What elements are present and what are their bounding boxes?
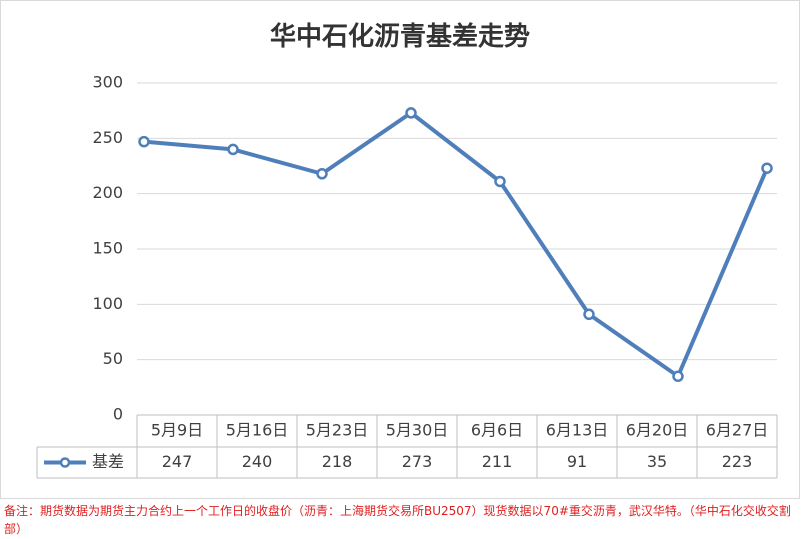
data-point xyxy=(227,143,239,156)
table-value: 223 xyxy=(722,452,753,471)
data-point xyxy=(316,167,328,180)
table-value: 247 xyxy=(162,452,193,471)
x-tick-label: 6月20日 xyxy=(626,421,689,440)
data-point xyxy=(761,162,773,174)
series-line xyxy=(143,110,769,379)
table-value: 240 xyxy=(242,452,273,471)
legend-marker xyxy=(59,457,71,468)
y-tick-label: 50 xyxy=(103,349,123,368)
data-point xyxy=(583,308,595,321)
y-tick-label: 0 xyxy=(113,405,123,424)
y-tick-label: 150 xyxy=(92,239,123,258)
data-point xyxy=(672,370,684,383)
y-tick-label: 300 xyxy=(92,73,123,92)
x-tick-label: 5月30日 xyxy=(386,421,449,440)
chart: 华中石化沥青基差走势 0 50 100 150 200 250 300 247 240 218 27… xyxy=(0,0,800,499)
table-value: 35 xyxy=(647,452,667,471)
y-tick-label: 250 xyxy=(92,128,123,147)
note: 备注：期货数据为期货主力合约上一个工作日的收盘价（沥青：上海期货交易所BU250… xyxy=(4,504,791,536)
y-tick-label: 200 xyxy=(92,183,123,202)
x-tick-label: 5月23日 xyxy=(306,421,369,440)
table-value: 211 xyxy=(482,452,513,471)
data-point xyxy=(494,175,506,188)
data-point xyxy=(138,135,150,148)
y-tick-label: 100 xyxy=(92,294,123,313)
legend-label: 基差 xyxy=(92,452,124,471)
x-tick-label: 5月16日 xyxy=(226,421,289,440)
x-tick-label: 6月27日 xyxy=(706,421,769,440)
x-tick-label: 6月6日 xyxy=(471,421,523,440)
x-tick-label: 5月9日 xyxy=(151,421,203,440)
table-value: 273 xyxy=(402,452,433,471)
chart-title: 华中石化沥青基差走势 xyxy=(270,21,530,52)
x-tick-label: 6月13日 xyxy=(546,421,609,440)
table-value: 91 xyxy=(567,452,587,471)
table-value: 218 xyxy=(322,452,353,471)
data-point xyxy=(405,107,417,119)
